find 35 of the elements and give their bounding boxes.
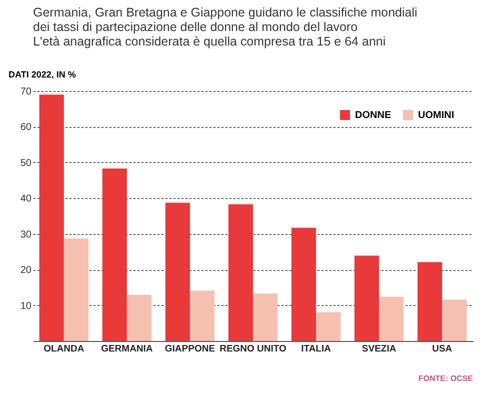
legend-label: UOMINI (418, 110, 454, 121)
y-tick-label: 40 (20, 194, 32, 205)
bar (165, 202, 190, 341)
bar (442, 300, 467, 341)
x-tick-label: GIAPPONE (164, 344, 216, 354)
text: dei tassi di partecipazione delle donne al mondo del lavoro (33, 20, 358, 34)
y-tick-label: 60 (20, 122, 32, 134)
y-tick-label: 70 (20, 86, 32, 98)
x-tick-label: ITALIA (301, 344, 332, 354)
bar (64, 238, 88, 341)
x-tick-label: SVEZIA (362, 344, 396, 354)
bar (291, 228, 316, 341)
y-tick-label: 10 (20, 300, 32, 312)
text: Germania, Gran Bretagna e Giappone guidano le classifiche mondiali (33, 6, 418, 20)
x-tick-label: USA (432, 344, 452, 354)
bar (253, 294, 278, 341)
x-tick-label: GERMANIA (101, 344, 153, 354)
source-note: FONTE: OCSE (418, 374, 474, 383)
bar (228, 204, 253, 341)
bar (102, 168, 127, 341)
x-tick-label: REGNO UNITO (220, 344, 286, 354)
bar (126, 294, 152, 341)
bar (316, 312, 341, 341)
y-tick-label: 30 (20, 229, 32, 240)
y-axis-title: DATI 2022, IN % (8, 70, 76, 80)
bar (190, 290, 215, 341)
y-tick-label: 20 (20, 265, 32, 276)
y-tick-label: 50 (20, 158, 32, 169)
x-tick-label: OLANDA (44, 344, 84, 354)
text: L'età anagrafica considerata è quella compresa tra 15 e 64 anni (33, 34, 386, 48)
bar (354, 256, 380, 341)
bar (39, 94, 64, 341)
legend-label: DONNE (355, 110, 392, 121)
bar (418, 262, 442, 341)
bar (379, 296, 404, 341)
